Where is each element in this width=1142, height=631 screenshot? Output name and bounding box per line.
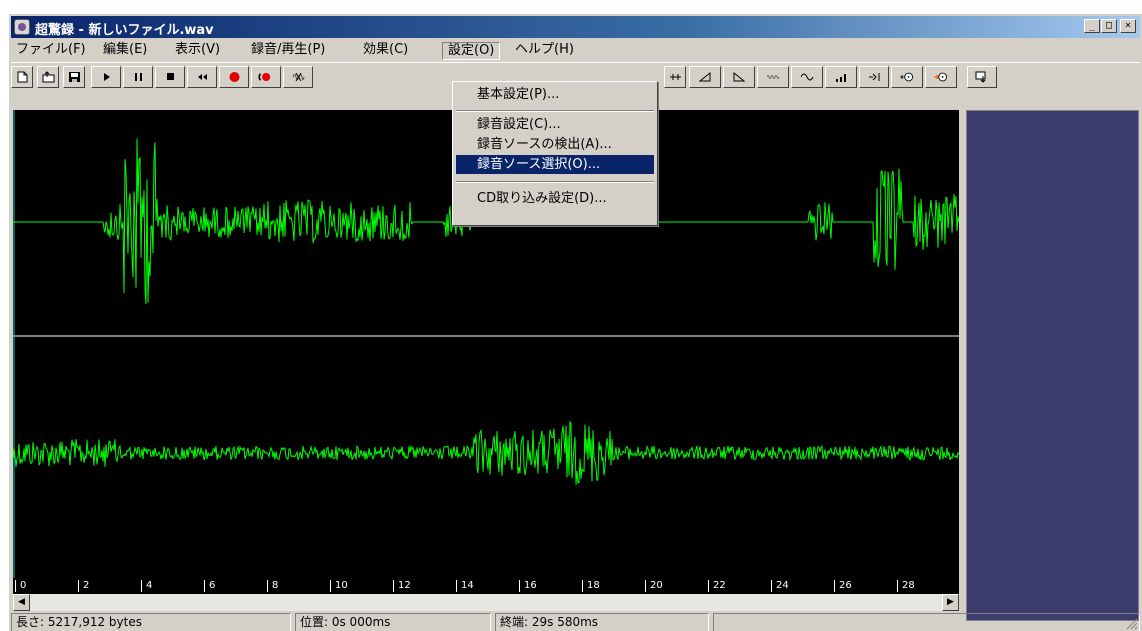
cut-button[interactable] [283, 66, 313, 88]
phone-record-icon [258, 72, 271, 82]
timer-record-button[interactable] [251, 66, 281, 88]
menu-settings[interactable]: 設定(O) [442, 42, 501, 60]
save-button[interactable] [63, 66, 85, 88]
rewind-button[interactable] [187, 66, 217, 88]
scroll-left-button[interactable]: ◀ [13, 594, 30, 611]
record-icon [229, 72, 240, 82]
cut-icon [292, 72, 305, 82]
effect-5-button[interactable] [791, 66, 823, 88]
menu-bar: ファイル(F) 編集(E) 表示(V) 録音/再生(P) 効果(C) 設定(O)… [11, 40, 1140, 60]
resize-grip-icon[interactable] [1126, 618, 1138, 630]
side-panel [966, 110, 1139, 621]
ruler-tick: 28 [897, 580, 915, 592]
menu-file[interactable]: ファイル(F) [16, 42, 86, 57]
effect-7-button[interactable] [859, 66, 889, 88]
maximize-button[interactable]: □ [1101, 19, 1117, 33]
cd-import-button[interactable] [891, 66, 923, 88]
waveform-right-channel [13, 420, 959, 485]
effect-6-button[interactable] [825, 66, 857, 88]
menu-item-basic-settings[interactable]: 基本設定(P)... [477, 87, 560, 102]
ruler-tick: 16 [519, 580, 537, 592]
new-file-icon [17, 71, 28, 83]
effect-1-icon [670, 74, 681, 80]
status-length: 長さ: 5217,912 bytes [11, 613, 291, 631]
ruler-tick: 22 [708, 580, 726, 592]
horizontal-scrollbar[interactable]: ◀ ▶ [13, 594, 959, 611]
fade-out-button[interactable] [723, 66, 755, 88]
effect-6-icon [836, 74, 846, 82]
menu-edit[interactable]: 編集(E) [103, 42, 148, 57]
stop-icon [167, 73, 174, 80]
save-icon [69, 72, 80, 82]
open-file-icon [42, 71, 55, 83]
download-button[interactable] [967, 66, 997, 88]
rewind-icon [198, 74, 207, 80]
ruler-tick: 4 [141, 580, 152, 592]
cd-export-button[interactable] [925, 66, 957, 88]
cd-export-icon [934, 72, 947, 82]
title-bar[interactable]: 超驚録 - 新しいファイル.wav _ □ × [11, 16, 1140, 38]
settings-dropdown-menu: 基本設定(P)... 録音設定(C)... 録音ソースの検出(A)... 録音ソ… [452, 81, 658, 226]
ruler-tick: 26 [834, 580, 852, 592]
app-icon[interactable] [14, 19, 30, 35]
pause-button[interactable] [123, 66, 153, 88]
open-file-button[interactable] [37, 66, 59, 88]
pause-icon [135, 73, 142, 81]
fade-out-icon [733, 71, 746, 82]
ruler-tick: 24 [771, 580, 789, 592]
scroll-right-button[interactable]: ▶ [942, 594, 959, 611]
app-window: 超驚録 - 新しいファイル.wav _ □ × ファイル(F) 編集(E) 表示… [8, 13, 1142, 631]
menu-separator [456, 110, 654, 112]
effect-4-button[interactable] [757, 66, 789, 88]
ruler-tick: 2 [78, 580, 89, 592]
ruler-tick: 8 [267, 580, 278, 592]
cd-import-icon [900, 72, 913, 82]
effect-4-icon [767, 75, 780, 79]
stop-button[interactable] [155, 66, 185, 88]
menu-help[interactable]: ヘルプ(H) [515, 42, 574, 57]
effect-1-button[interactable] [664, 66, 686, 88]
minimize-button[interactable]: _ [1084, 19, 1100, 33]
ruler-tick: 12 [393, 580, 411, 592]
status-position: 位置: 0s 000ms [295, 613, 491, 631]
menu-item-detect-source[interactable]: 録音ソースの検出(A)... [477, 137, 612, 152]
play-button[interactable] [91, 66, 121, 88]
new-file-button[interactable] [11, 66, 33, 88]
ruler-tick: 14 [456, 580, 474, 592]
menu-effect[interactable]: 効果(C) [363, 42, 409, 57]
close-button[interactable]: × [1120, 19, 1136, 33]
fade-in-button[interactable] [689, 66, 721, 88]
status-extra [713, 613, 1140, 631]
menu-separator [456, 181, 654, 183]
ruler-tick: 0 [15, 580, 26, 592]
ruler-tick: 20 [645, 580, 663, 592]
download-icon [975, 71, 986, 83]
window-title: 超驚録 - 新しいファイル.wav [35, 23, 214, 38]
menu-item-select-source[interactable]: 録音ソース選択(O)... [456, 155, 654, 174]
menu-item-recording-settings[interactable]: 録音設定(C)... [477, 117, 561, 132]
fade-in-icon [699, 71, 711, 82]
menu-record[interactable]: 録音/再生(P) [251, 42, 326, 57]
menu-item-cd-settings[interactable]: CD取り込み設定(D)... [477, 191, 607, 206]
ruler-tick: 6 [204, 580, 215, 592]
effect-7-icon [869, 73, 880, 81]
status-bar: 長さ: 5217,912 bytes 位置: 0s 000ms 終端: 29s … [11, 611, 1140, 631]
ruler-tick: 10 [330, 580, 348, 592]
menu-view[interactable]: 表示(V) [175, 42, 221, 57]
play-icon [104, 73, 110, 81]
record-button[interactable] [219, 66, 249, 88]
ruler-tick: 18 [582, 580, 600, 592]
toolbar [11, 62, 1140, 90]
status-end: 終端: 29s 580ms [495, 613, 709, 631]
time-ruler: 0 2 4 6 8 10 12 14 16 18 20 22 24 26 28 [13, 578, 959, 594]
effect-5-icon [801, 73, 814, 81]
